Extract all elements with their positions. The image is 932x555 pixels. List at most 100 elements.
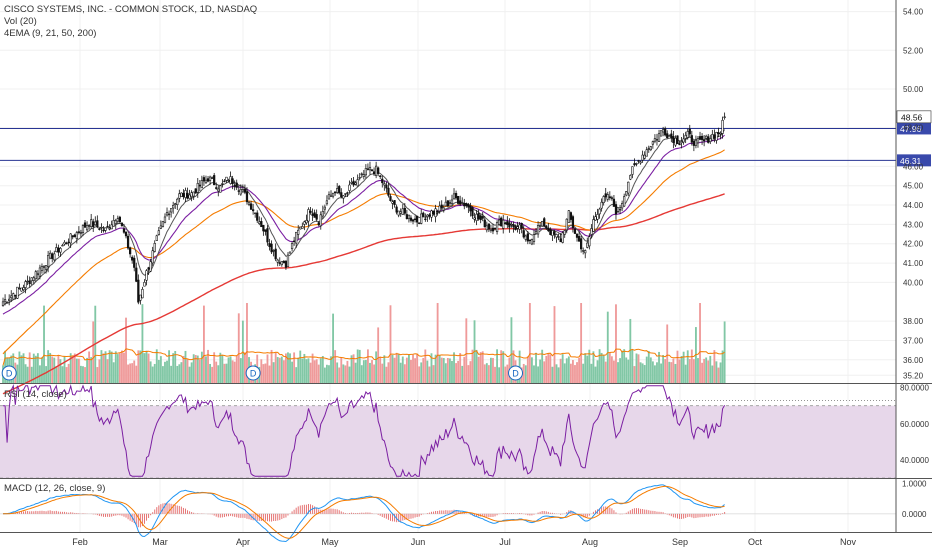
candle-body[interactable] [24, 281, 27, 288]
candle-body[interactable] [182, 193, 185, 198]
candle-body[interactable] [12, 293, 15, 300]
candle-body[interactable] [668, 135, 671, 137]
candle-body[interactable] [73, 234, 76, 238]
candle-body[interactable] [381, 178, 384, 184]
candle-body[interactable] [596, 214, 599, 220]
candle-body[interactable] [217, 188, 220, 192]
candle-body[interactable] [643, 154, 646, 159]
candle-body[interactable] [151, 250, 154, 264]
candle-body[interactable] [65, 242, 68, 245]
candle-body[interactable] [498, 219, 501, 225]
candle-body[interactable] [122, 228, 126, 233]
candle-body[interactable] [582, 250, 585, 252]
candle-body[interactable] [684, 135, 687, 139]
candle-body[interactable] [352, 180, 355, 186]
candle-body[interactable] [96, 220, 99, 227]
candle-body[interactable] [653, 138, 657, 142]
candle-body[interactable] [434, 208, 437, 218]
candle-body[interactable] [717, 132, 720, 134]
candle-body[interactable] [53, 253, 56, 261]
horizontal-levels[interactable]: 47.96 46.31 48.56 [0, 110, 932, 167]
candle-body[interactable] [526, 233, 529, 242]
candle-body[interactable] [270, 243, 273, 253]
candle-body[interactable] [139, 294, 142, 301]
candle-body[interactable] [500, 217, 503, 227]
candle-body[interactable] [379, 175, 382, 177]
candle-body[interactable] [370, 169, 374, 172]
candle-body[interactable] [413, 218, 417, 220]
candle-body[interactable] [108, 227, 111, 230]
candle-body[interactable] [42, 266, 46, 268]
candle-body[interactable] [385, 184, 388, 189]
candle-body[interactable] [192, 191, 195, 197]
candle-body[interactable] [116, 218, 119, 222]
candle-body[interactable] [563, 230, 566, 235]
candle-body[interactable] [120, 222, 124, 227]
candle-body[interactable] [319, 214, 322, 227]
candle-body[interactable] [313, 212, 316, 218]
candle-body[interactable] [278, 262, 281, 264]
candle-body[interactable] [401, 208, 404, 215]
candle-body[interactable] [475, 213, 478, 221]
candle-body[interactable] [143, 281, 146, 287]
candle-body[interactable] [416, 215, 419, 223]
candle-body[interactable] [627, 181, 630, 194]
candle-body[interactable] [356, 179, 359, 187]
candle-body[interactable] [88, 225, 91, 227]
candle-body[interactable] [621, 203, 624, 209]
candle-body[interactable] [446, 200, 449, 207]
candle-body[interactable] [157, 230, 160, 235]
candle-body[interactable] [20, 287, 23, 292]
candle-body[interactable] [516, 226, 519, 229]
candle-body[interactable] [454, 193, 458, 199]
candle-body[interactable] [534, 231, 538, 235]
candle-body[interactable] [184, 190, 187, 198]
candle-body[interactable] [190, 192, 193, 198]
candle-body[interactable] [602, 196, 605, 204]
candle-body[interactable] [440, 204, 443, 209]
candle-body[interactable] [393, 200, 396, 206]
candle-body[interactable] [493, 227, 497, 230]
candle-body[interactable] [504, 222, 507, 225]
candle-body[interactable] [85, 225, 89, 231]
candle-body[interactable] [397, 210, 400, 216]
candle-body[interactable] [549, 228, 552, 235]
candle-body[interactable] [608, 196, 611, 199]
candle-body[interactable] [600, 201, 603, 209]
candle-body[interactable] [514, 226, 517, 230]
candle-body[interactable] [438, 205, 441, 212]
candle-body[interactable] [28, 280, 31, 285]
candle-body[interactable] [543, 218, 546, 227]
candle-body[interactable] [81, 224, 85, 233]
candle-body[interactable] [506, 221, 509, 226]
candle-body[interactable] [57, 247, 60, 253]
candle-body[interactable] [541, 221, 544, 227]
candle-body[interactable] [637, 160, 640, 162]
candle-body[interactable] [553, 231, 556, 235]
candle-body[interactable] [430, 210, 433, 218]
candle-body[interactable] [323, 206, 326, 210]
candle-body[interactable] [346, 192, 349, 194]
candle-body[interactable] [524, 235, 527, 240]
candle-body[interactable] [211, 177, 214, 179]
candle-body[interactable] [327, 194, 331, 200]
candle-body[interactable] [329, 194, 333, 198]
candle-body[interactable] [715, 132, 718, 141]
candle-body[interactable] [237, 190, 240, 192]
candle-body[interactable] [112, 220, 115, 227]
candle-body[interactable] [293, 240, 296, 243]
candle-body[interactable] [266, 228, 269, 243]
candle-body[interactable] [325, 200, 329, 205]
candle-body[interactable] [309, 210, 312, 213]
candle-body[interactable] [662, 129, 665, 133]
candle-body[interactable] [75, 232, 78, 239]
candle-body[interactable] [231, 178, 234, 185]
candle-body[interactable] [672, 136, 675, 143]
candle-body[interactable] [338, 186, 341, 194]
candle-body[interactable] [610, 197, 613, 199]
candle-body[interactable] [77, 231, 80, 233]
candle-body[interactable] [547, 227, 550, 232]
candle-body[interactable] [551, 230, 554, 236]
candle-body[interactable] [229, 176, 232, 184]
